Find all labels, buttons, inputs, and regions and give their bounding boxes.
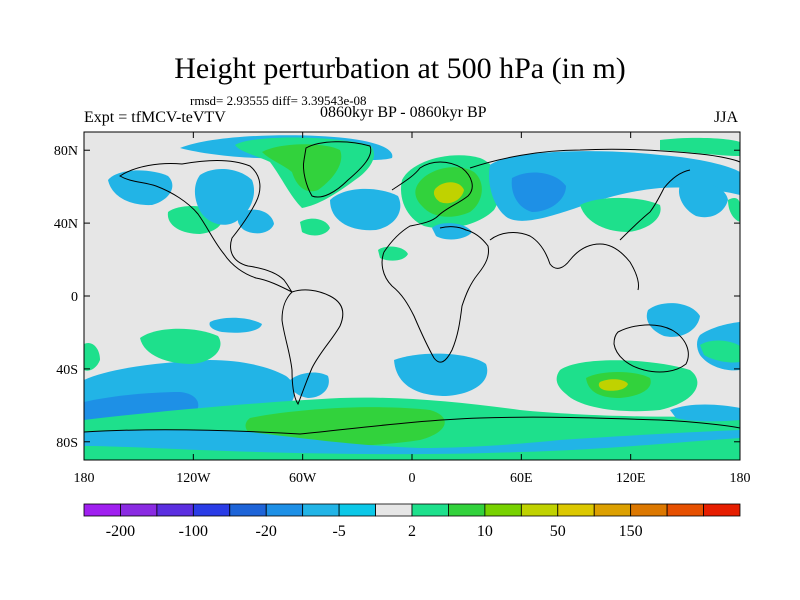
contour-region-negative (84, 429, 740, 455)
colorbar-swatch (265, 503, 304, 517)
contour-region-positive (433, 182, 464, 204)
coastline-north-america (119, 160, 293, 293)
lat-axis: 80N 40N 0 40S 80S (54, 144, 740, 451)
colorbar-swatch (83, 503, 121, 517)
contour-region-negative (670, 404, 740, 422)
coastline-europe-africa (381, 161, 489, 363)
contour-region-negative (289, 372, 329, 398)
colorbar-tick-label: 10 (477, 523, 493, 540)
colorbar: -200 -100 -20 -5 2 10 50 150 (83, 503, 741, 540)
lon-tick-label: 60W (289, 471, 317, 486)
colorbar-swatch (630, 503, 668, 517)
contour-region-positive (262, 144, 342, 192)
contour-region-negative (511, 172, 566, 212)
lat-tick-label: 0 (71, 290, 78, 305)
lon-tick-label: 120E (616, 471, 646, 486)
colorbar-tick-label: 150 (619, 523, 643, 540)
colorbar-tick-label: -100 (179, 523, 208, 540)
contour-region-positive (84, 342, 100, 371)
colorbar-swatch (156, 503, 194, 517)
lon-tick-label: 60E (510, 471, 533, 486)
coastline-antarctica (84, 416, 740, 435)
contour-region-positive (245, 407, 445, 446)
coastline-greenland (303, 141, 372, 198)
colorbar-swatch (411, 503, 449, 517)
colorbar-swatch (593, 503, 632, 517)
coastline-australia (613, 324, 689, 373)
colorbar-swatch (229, 503, 267, 517)
colorbar-swatch (520, 503, 559, 517)
period-label: 0860kyr BP - 0860kyr BP (320, 104, 487, 121)
colorbar-swatch (484, 503, 522, 517)
lon-tick-label: 120W (176, 471, 211, 486)
contour-region-negative (194, 168, 255, 225)
contour-region-positive (580, 197, 661, 232)
contour-region-positive (300, 218, 330, 236)
contour-region-negative (646, 303, 700, 337)
contour-region-positive (598, 379, 628, 391)
lon-axis: 180 120W 60W 0 60E 120E 180 (74, 132, 751, 486)
contour-region-positive (728, 198, 740, 222)
coastline-asia (469, 148, 740, 291)
colorbar-swatch (557, 503, 595, 517)
colorbar-tick-label: 50 (550, 523, 566, 540)
colorbar-swatch (666, 503, 704, 517)
contour-region-positive (660, 137, 740, 156)
contour-region-negative (394, 353, 488, 396)
colorbar-swatch (375, 503, 413, 517)
colorbar-swatch (120, 503, 158, 517)
experiment-label: Expt = tfMCV-teVTV (84, 109, 226, 126)
lon-tick-label: 0 (409, 471, 416, 486)
colorbar-swatch (302, 503, 340, 517)
coastline-layer (84, 141, 740, 435)
colorbar-tick-label: 2 (408, 523, 416, 540)
colorbar-swatch (192, 503, 231, 517)
lon-tick-label: 180 (730, 471, 751, 486)
contour-region-negative (108, 170, 173, 206)
contour-region-negative (209, 317, 262, 333)
colorbar-swatch (703, 503, 741, 517)
contour-region-negative (330, 188, 401, 231)
season-label: JJA (714, 109, 739, 126)
lat-tick-label: 40S (56, 363, 78, 378)
stats-line: rmsd= 2.93555 diff= 3.39543e-08 (190, 93, 367, 108)
colorbar-tick-label: -200 (106, 523, 135, 540)
colorbar-tick-label: -20 (256, 523, 277, 540)
colorbar-tick-label: -5 (332, 523, 345, 540)
contour-region-negative (237, 209, 274, 234)
lat-tick-label: 40N (54, 217, 78, 232)
contour-region-negative (678, 182, 728, 218)
map-title: Height perturbation at 500 hPa (in m) (174, 52, 626, 85)
colorbar-swatch (448, 503, 486, 517)
lat-tick-label: 80S (56, 436, 78, 451)
colorbar-swatch (338, 503, 376, 517)
lon-tick-label: 180 (74, 471, 95, 486)
coastline-south-america (281, 289, 344, 406)
contour-region-positive (700, 340, 740, 363)
contour-region-positive (140, 328, 221, 364)
lat-tick-label: 80N (54, 144, 78, 159)
